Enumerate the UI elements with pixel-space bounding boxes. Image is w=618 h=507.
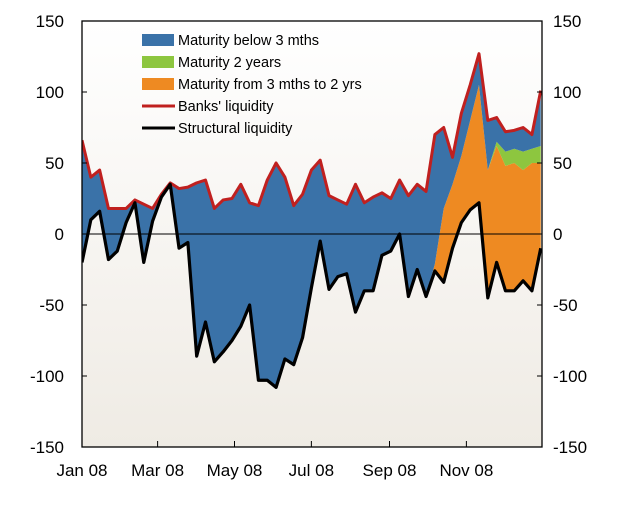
x-tick-label: Mar 08	[131, 461, 184, 480]
y-tick-label-right: -100	[553, 367, 587, 386]
y-tick-label-right: 50	[553, 154, 572, 173]
y-tick-label-left: 0	[55, 225, 64, 244]
area-maturity-below-3m	[82, 53, 541, 388]
x-tick-label: Jan 08	[56, 461, 107, 480]
y-tick-label-left: 150	[36, 12, 64, 31]
y-tick-label-left: -50	[39, 296, 64, 315]
y-tick-label-right: -50	[553, 296, 578, 315]
legend-label-two_years: Maturity 2 years	[178, 55, 281, 71]
x-tick-label: May 08	[207, 461, 263, 480]
series-lines	[82, 52, 542, 389]
y-tick-label-left: 50	[45, 154, 64, 173]
legend-label-structural: Structural liquidity	[178, 121, 293, 137]
y-tick-label-right: -150	[553, 438, 587, 457]
legend-swatch-two_years	[142, 56, 174, 68]
x-tick-label: Sep 08	[363, 461, 417, 480]
line-structural-liquidity	[82, 182, 542, 389]
legend-label-below_3m: Maturity below 3 mths	[178, 33, 319, 49]
axes: 150 150 100 100 50 50 0 0 -50 -50 -100 -100 -150 -150…	[30, 12, 587, 480]
y-tick-label-right: 0	[553, 225, 562, 244]
y-tick-label-right: 100	[553, 83, 581, 102]
legend-swatch-below_3m	[142, 34, 174, 46]
legend-label-banks: Banks' liquidity	[178, 99, 274, 115]
y-tick-label-right: 150	[553, 12, 581, 31]
y-tick-label-left: 100	[36, 83, 64, 102]
y-tick-label-left: -100	[30, 367, 64, 386]
legend-label-from_3m_to_2y: Maturity from 3 mths to 2 yrs	[178, 77, 362, 93]
legend: Maturity below 3 mths Maturity 2 years Mat…	[142, 33, 362, 137]
stacked-areas	[82, 53, 541, 388]
line-banks-liquidity	[82, 52, 542, 210]
area-maturity-3m-to-2y	[82, 84, 541, 388]
legend-swatch-from_3m_to_2y	[142, 78, 174, 90]
y-tick-label-left: -150	[30, 438, 64, 457]
x-tick-label: Nov 08	[439, 461, 493, 480]
x-tick-label: Jul 08	[289, 461, 334, 480]
